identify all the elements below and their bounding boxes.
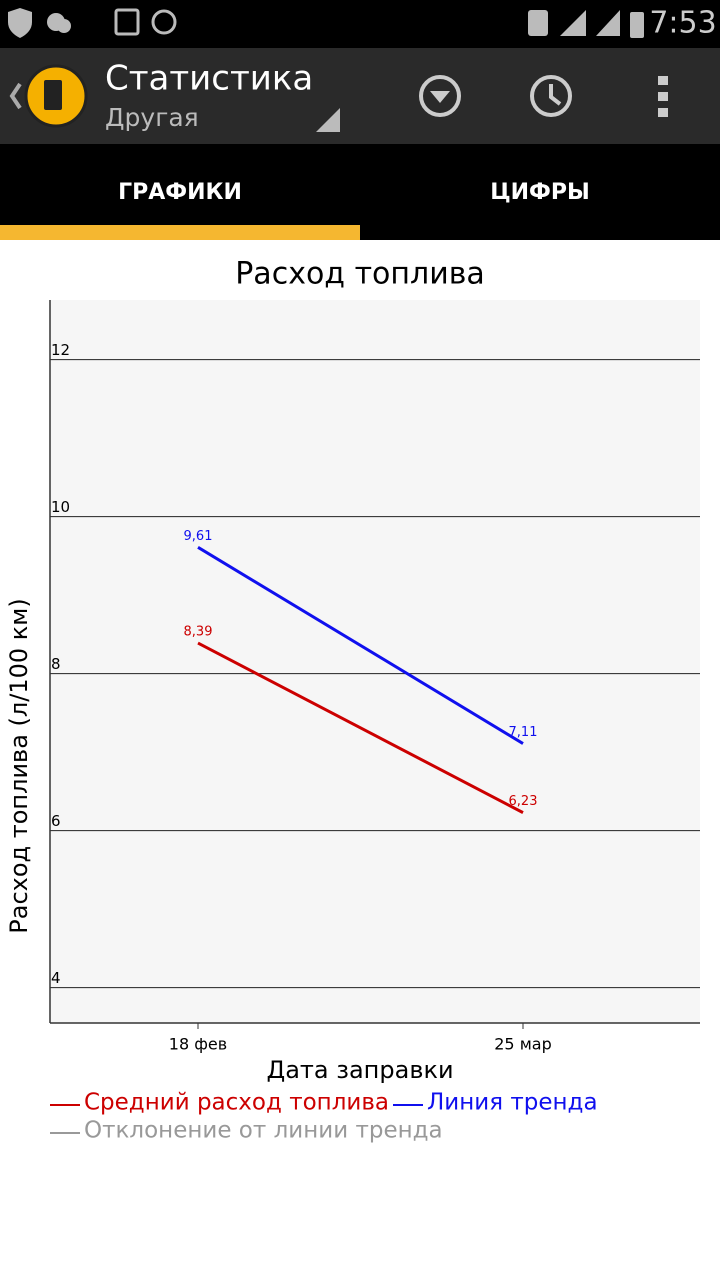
y-tick-label: 12 [51,341,70,359]
status-bar [0,0,720,48]
y-tick-label: 10 [51,498,70,516]
legend-label: Отклонение от линии тренда [84,1118,443,1144]
filter-button[interactable] [419,75,461,117]
chart-title: Расход топлива [235,257,485,292]
legend-label: Линия тренда [427,1090,598,1116]
app-bar [0,48,720,144]
app-title: Статистика [105,59,313,99]
data-label: 8,39 [184,625,213,640]
x-tick-label: 25 мар [494,1035,551,1054]
pump-icon [44,80,62,110]
menu-button[interactable] [658,76,668,117]
tab[interactable]: ЦИФРЫ [490,180,590,205]
x-axis-title: Дата заправки [266,1056,453,1084]
data-label: 9,61 [184,529,213,544]
y-axis-title: Расход топлива (л/100 км) [5,598,33,933]
plot-area [50,300,700,1023]
y-tick-label: 6 [51,812,61,830]
series-line [197,545,524,745]
back-button[interactable] [9,82,22,110]
series-line [197,641,524,814]
legend-label: Средний расход топлива [84,1090,389,1116]
status-icons [8,8,644,38]
y-tick-label: 4 [51,969,61,987]
tab-indicator [0,225,360,240]
history-button[interactable] [530,75,572,117]
tab-bar [0,144,720,240]
y-tick-label: 8 [51,655,61,673]
clock: 7:53 [649,6,716,41]
app-subtitle[interactable]: Другая [105,103,199,132]
data-label: 6,23 [509,794,538,809]
data-label: 7,11 [509,725,538,740]
x-tick-label: 18 фев [169,1035,227,1054]
tab[interactable]: ГРАФИКИ [118,180,242,205]
spinner-arrow [316,108,340,132]
